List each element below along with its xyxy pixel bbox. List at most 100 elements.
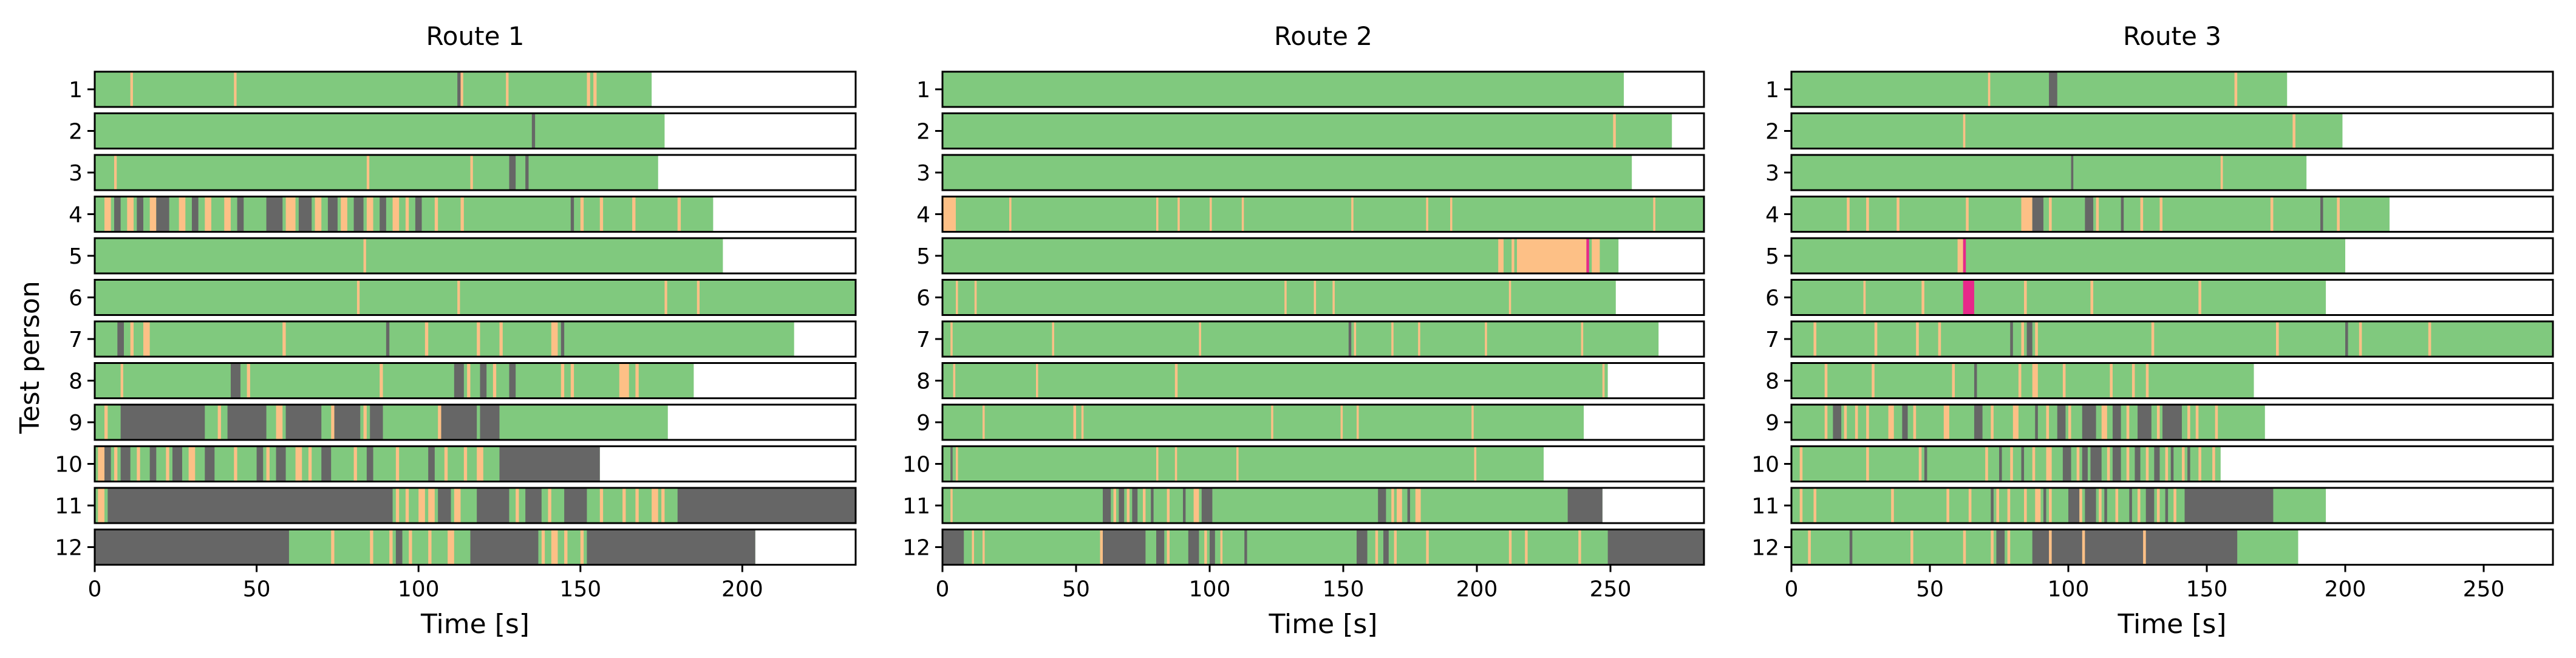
bar-segment-orange bbox=[2187, 405, 2190, 440]
bar-segment-orange bbox=[972, 529, 974, 565]
bar-segment-orange bbox=[1340, 405, 1343, 440]
bar-segment-orange bbox=[1332, 279, 1335, 315]
bar-segment-orange bbox=[2035, 488, 2041, 523]
bar-segment-orange bbox=[1863, 279, 1866, 315]
bar-segment-orange bbox=[1271, 405, 1273, 440]
bar-segment-gray bbox=[2035, 405, 2038, 440]
bar-segment-gray bbox=[1974, 405, 1983, 440]
bar-segment-orange bbox=[405, 488, 409, 523]
bar-segment-gray bbox=[2184, 488, 2274, 523]
bar-segment-gray bbox=[499, 446, 600, 482]
bar-segment-orange bbox=[564, 529, 568, 565]
bar-segment-orange bbox=[599, 488, 604, 523]
bar-segment-orange bbox=[331, 405, 335, 440]
bar-segment-orange bbox=[516, 488, 519, 523]
bar-segment-orange bbox=[2428, 321, 2431, 357]
bar-segment-gray bbox=[237, 196, 244, 232]
bar-segment-orange bbox=[2181, 446, 2185, 482]
bar-segment-magenta bbox=[1586, 238, 1589, 273]
bar-segment-orange bbox=[677, 196, 681, 232]
bar-segment-orange bbox=[2024, 279, 2027, 315]
bar-base bbox=[1791, 72, 2288, 107]
bar-segment-orange bbox=[2195, 405, 2199, 440]
bar-segment-orange bbox=[1471, 405, 1474, 440]
bar-segment-orange bbox=[1236, 446, 1239, 482]
bar-segment-orange bbox=[1799, 446, 1803, 482]
bar-segment-orange bbox=[1391, 321, 1394, 357]
y-tick-label: 11 bbox=[55, 494, 83, 519]
bar-segment-gray bbox=[256, 446, 264, 482]
bar-segment-gray bbox=[564, 488, 587, 523]
bar-segment-orange bbox=[1855, 405, 1858, 440]
bar-segment-orange bbox=[551, 321, 558, 357]
bar-segment-orange bbox=[1866, 446, 1869, 482]
bar-segment-gray bbox=[1151, 488, 1154, 523]
bar-base bbox=[942, 321, 1659, 357]
bar-segment-orange bbox=[1450, 196, 1453, 232]
bar-segment-orange bbox=[104, 405, 108, 440]
bar-segment-gray bbox=[1188, 529, 1199, 565]
bar-base bbox=[1791, 113, 2343, 149]
bar-segment-gray bbox=[120, 405, 205, 440]
bar-segment-gray bbox=[1999, 446, 2002, 482]
bar-segment-orange bbox=[2079, 488, 2082, 523]
y-tick-label: 8 bbox=[69, 369, 83, 394]
bar-segment-orange bbox=[2082, 529, 2085, 565]
bar-segment-orange bbox=[2115, 488, 2119, 523]
bar-segment-orange bbox=[2138, 488, 2141, 523]
bar-base bbox=[942, 279, 1616, 315]
x-tick-label: 200 bbox=[2325, 577, 2366, 602]
bar-segment-gray bbox=[477, 488, 509, 523]
bar-segment-orange bbox=[1100, 529, 1102, 565]
bar-segment-gray bbox=[1357, 529, 1368, 565]
bar-segment-orange bbox=[1177, 196, 1180, 232]
bar-segment-gray bbox=[531, 113, 536, 149]
bar-segment-gray bbox=[942, 529, 964, 565]
bar-segment-orange bbox=[454, 488, 461, 523]
bar-segment-gray bbox=[117, 321, 124, 357]
bar-segment-orange bbox=[2126, 405, 2130, 440]
bar-base bbox=[1791, 405, 2265, 440]
bar-segment-orange bbox=[127, 196, 134, 232]
bar-base bbox=[1791, 321, 2553, 357]
y-tick-label: 10 bbox=[55, 453, 83, 478]
bar-segment-orange bbox=[2156, 405, 2160, 440]
bar-segment-orange bbox=[635, 488, 639, 523]
bar-segment-gray bbox=[2057, 405, 2066, 440]
bar-segment-orange bbox=[1844, 405, 1847, 440]
bar-segment-orange bbox=[2021, 196, 2033, 232]
bar-segment-orange bbox=[551, 529, 558, 565]
bar-segment-gray bbox=[2162, 405, 2182, 440]
x-axis-label: Time [s] bbox=[420, 609, 530, 640]
bar-segment-orange bbox=[470, 155, 473, 190]
y-tick-label: 4 bbox=[1765, 203, 1779, 228]
y-tick-label: 2 bbox=[69, 120, 83, 145]
bar-segment-orange bbox=[1143, 488, 1146, 523]
bar-segment-orange bbox=[2101, 405, 2107, 440]
bar-segment-orange bbox=[2198, 446, 2201, 482]
bar-segment-gray bbox=[470, 529, 539, 565]
y-tick-label: 7 bbox=[916, 327, 930, 352]
bar-segment-orange bbox=[1991, 529, 1994, 565]
bar-segment-orange bbox=[2359, 321, 2362, 357]
bar-segment-orange bbox=[418, 488, 425, 523]
bar-segment-orange bbox=[1156, 196, 1159, 232]
bar-base bbox=[942, 446, 1544, 482]
bar-segment-orange bbox=[599, 196, 604, 232]
bar-segment-gray bbox=[1996, 529, 2005, 565]
bar-segment-orange bbox=[1357, 405, 1359, 440]
bar-segment-orange bbox=[1896, 196, 1900, 232]
x-tick-label: 100 bbox=[2048, 577, 2090, 602]
x-tick-label: 250 bbox=[2463, 577, 2505, 602]
bar-segment-orange bbox=[580, 196, 584, 232]
bar-segment-orange bbox=[1910, 529, 1913, 565]
bar-segment-orange bbox=[2010, 446, 2013, 482]
bar-segment-orange bbox=[438, 405, 441, 440]
bar-segment-gray bbox=[1407, 488, 1410, 523]
bar-segment-orange bbox=[331, 529, 335, 565]
bar-segment-gray bbox=[1991, 488, 1994, 523]
bar-segment-gray bbox=[1833, 405, 1842, 440]
bar-segment-orange bbox=[2276, 321, 2279, 357]
x-tick-label: 50 bbox=[1062, 577, 1090, 602]
